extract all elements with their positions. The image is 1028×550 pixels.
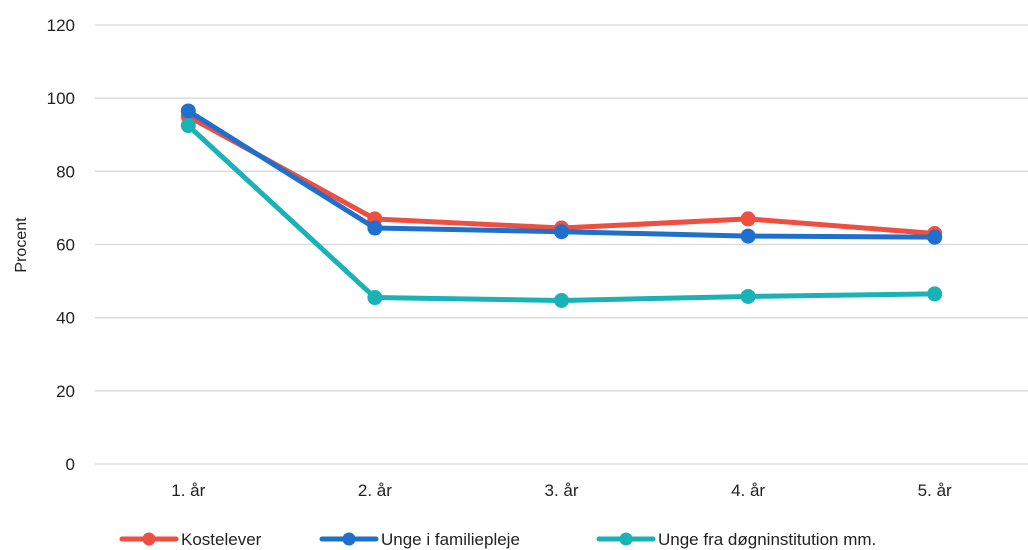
data-point xyxy=(180,118,196,134)
data-point xyxy=(740,211,756,227)
y-tick-label: 120 xyxy=(47,16,75,35)
legend-item: Kostelever xyxy=(119,530,262,549)
data-point xyxy=(367,220,383,236)
y-tick-label: 100 xyxy=(47,89,75,108)
data-point xyxy=(740,228,756,244)
x-tick-label: 1. år xyxy=(171,481,205,500)
y-tick-label: 0 xyxy=(66,455,75,474)
x-tick-label: 3. år xyxy=(544,481,578,500)
y-tick-label: 80 xyxy=(56,162,75,181)
legend-marker xyxy=(342,532,356,546)
series-line xyxy=(185,123,938,303)
series-line xyxy=(185,108,938,240)
legend-item: Unge i familiepleje xyxy=(319,530,520,549)
series-group xyxy=(180,103,943,308)
gridlines xyxy=(95,24,1028,465)
legend-marker xyxy=(619,532,633,546)
series-line xyxy=(185,113,938,237)
data-point xyxy=(927,229,943,245)
x-tick-label: 2. år xyxy=(358,481,392,500)
y-tick-label: 40 xyxy=(56,309,75,328)
y-tick-label: 20 xyxy=(56,382,75,401)
data-point xyxy=(740,288,756,304)
x-tick-label: 5. år xyxy=(918,481,952,500)
series-2 xyxy=(180,118,943,308)
data-point xyxy=(554,292,569,308)
legend-label: Unge fra døgninstitution mm. xyxy=(658,530,876,549)
data-point xyxy=(554,224,569,240)
y-axis-title: Procent xyxy=(13,217,30,273)
legend: Kostelever Unge i familiepleje Unge fra dø… xyxy=(119,530,876,549)
y-tick-label: 60 xyxy=(56,236,75,255)
legend-label: Kostelever xyxy=(181,530,262,549)
data-point xyxy=(180,103,196,119)
legend-marker xyxy=(142,532,156,546)
x-tick-label: 4. år xyxy=(731,481,765,500)
data-point xyxy=(927,286,943,302)
legend-label: Unge i familiepleje xyxy=(381,530,520,549)
series-1 xyxy=(180,103,943,245)
x-axis-ticks: 1. år 2. år 3. år 4. år 5. år xyxy=(171,481,952,500)
y-axis-ticks: 0 20 40 60 80 100 120 xyxy=(47,16,75,474)
legend-item: Unge fra døgninstitution mm. xyxy=(596,530,876,549)
data-point xyxy=(367,290,383,306)
